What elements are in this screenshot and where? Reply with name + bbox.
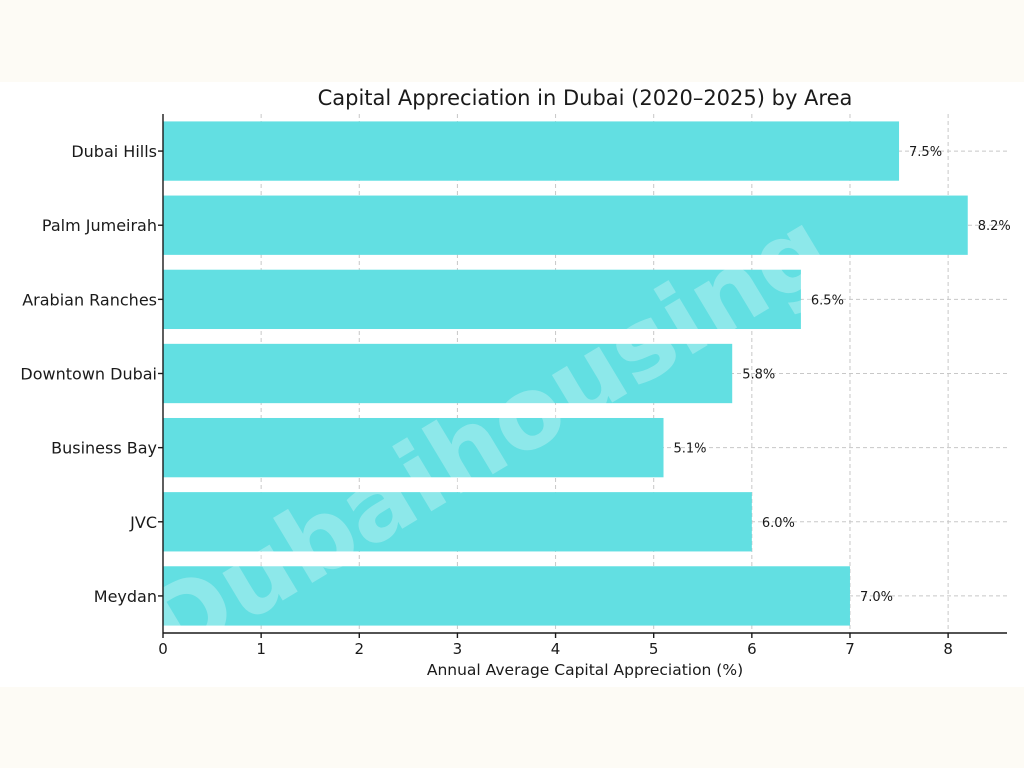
value-label: 7.5% xyxy=(909,145,942,160)
label-layer: 0 1 2 3 4 5 6 7 8 Dubai Hills 7.5% Palm Jumeirah 8.2… xyxy=(20,142,1010,658)
value-label: 6.0% xyxy=(762,516,795,531)
value-label: 6.5% xyxy=(811,293,844,308)
chart-frame: Dubaihousing 0 1 2 3 4 5 6 7 8 Dubai Hills 7.5% Pal… xyxy=(0,82,1024,687)
value-label: 7.0% xyxy=(860,590,893,605)
bar xyxy=(163,269,801,330)
bar xyxy=(163,417,664,478)
bar xyxy=(163,343,733,404)
x-tick-label: 4 xyxy=(551,640,561,658)
x-tick-label: 2 xyxy=(355,640,365,658)
x-tick-label: 0 xyxy=(158,640,168,658)
bar xyxy=(163,195,968,255)
x-tick-label: 7 xyxy=(845,640,855,658)
bar xyxy=(163,566,850,626)
value-label: 5.1% xyxy=(674,442,707,457)
x-tick-label: 3 xyxy=(453,640,463,658)
x-tick-label: 1 xyxy=(256,640,266,658)
x-tick-label: 8 xyxy=(943,640,953,658)
bar xyxy=(163,492,752,552)
category-label: Dubai Hills xyxy=(71,142,157,161)
value-label: 5.8% xyxy=(742,368,775,383)
value-label: 8.2% xyxy=(978,219,1011,234)
category-label: Palm Jumeirah xyxy=(42,216,157,235)
x-axis-title: Annual Average Capital Appreciation (%) xyxy=(427,661,743,679)
axis-layer xyxy=(158,114,1007,638)
category-label: Arabian Ranches xyxy=(22,290,157,309)
category-label: JVC xyxy=(129,513,157,532)
category-label: Downtown Dubai xyxy=(20,365,157,384)
x-tick-label: 6 xyxy=(747,640,757,658)
bar xyxy=(163,121,900,181)
x-tick-label: 5 xyxy=(649,640,659,658)
chart-title: Capital Appreciation in Dubai (2020–2025… xyxy=(318,86,853,110)
category-label: Meydan xyxy=(94,587,157,606)
category-label: Business Bay xyxy=(51,439,157,458)
bar-layer xyxy=(163,121,968,626)
